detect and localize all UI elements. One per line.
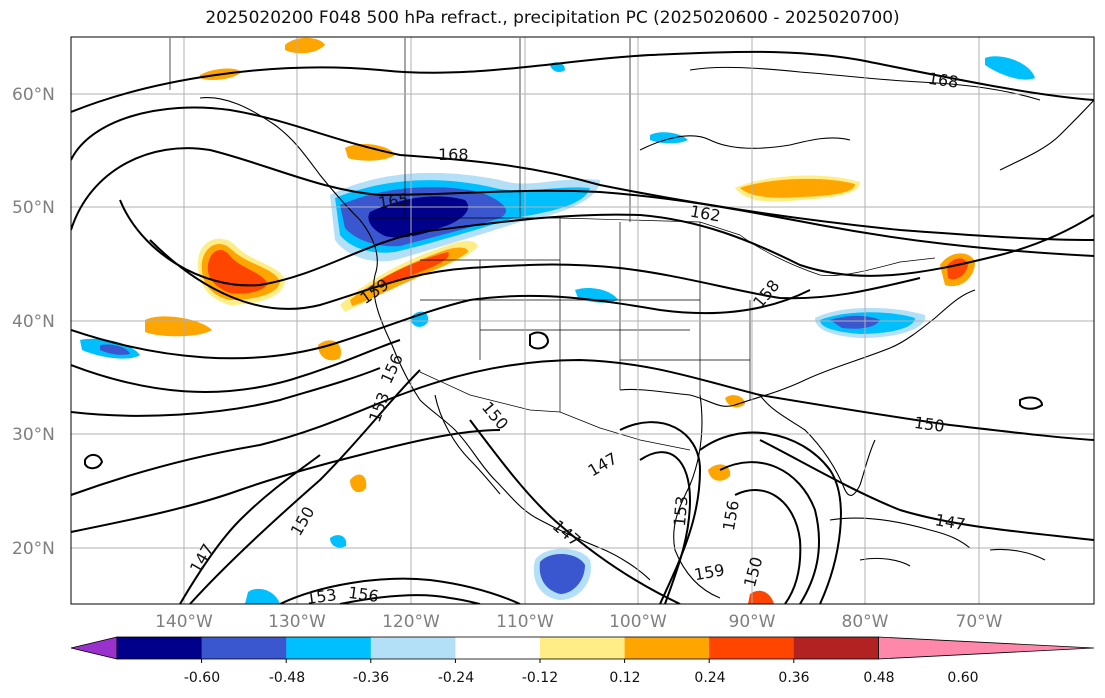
colorbar-segment bbox=[709, 637, 795, 659]
contour-label: 153 bbox=[670, 495, 692, 527]
contour-153 bbox=[71, 367, 381, 417]
colorbar-extend-min bbox=[70, 636, 118, 660]
contour-147-south bbox=[179, 454, 321, 604]
colorbar-segment bbox=[370, 637, 456, 659]
contour-153-bottom bbox=[279, 577, 521, 604]
shade-sm5 bbox=[985, 56, 1035, 80]
contour-147-gulf bbox=[469, 419, 681, 604]
shade-hudson-orange bbox=[740, 178, 855, 198]
shade-sm7 bbox=[650, 132, 688, 144]
lon-label: 110°W bbox=[496, 612, 554, 632]
longitude-labels: 140°W 130°W 120°W 110°W 100°W 90°W 80°W … bbox=[155, 612, 1003, 632]
shade-sm14 bbox=[330, 535, 347, 548]
contour-147-carib bbox=[759, 439, 1094, 541]
contour-156-mid bbox=[71, 339, 401, 393]
lat-label: 60°N bbox=[12, 85, 55, 105]
shade-sm13 bbox=[725, 395, 745, 408]
shade-sm11 bbox=[245, 588, 280, 604]
contour-156-north bbox=[71, 289, 811, 360]
colorbar-tick-label: -0.24 bbox=[438, 670, 474, 686]
lon-label: 90°W bbox=[729, 612, 776, 632]
contour-label: 168 bbox=[927, 69, 960, 92]
contour-low-3 bbox=[699, 431, 842, 604]
colorbar-frame bbox=[116, 636, 879, 660]
shade-sm10 bbox=[350, 474, 367, 493]
plot-frame bbox=[70, 36, 1095, 605]
borders bbox=[169, 38, 936, 451]
colorbar-segment bbox=[286, 637, 372, 659]
colorbar-tick-label: 0.48 bbox=[863, 670, 894, 686]
colorbar-ticks: -0.60 -0.48 -0.36 -0.24 -0.12 0.12 0.24 … bbox=[184, 670, 979, 686]
shade-sm3 bbox=[285, 37, 325, 54]
lat-label: 40°N bbox=[12, 312, 55, 332]
contour-ring bbox=[529, 331, 550, 350]
colorbar-tick-label: -0.12 bbox=[522, 670, 558, 686]
colorbar-segment bbox=[624, 637, 710, 659]
refractivity-contours bbox=[71, 50, 1094, 604]
contour-150 bbox=[71, 358, 1094, 496]
chart-title: 2025020200 F048 500 hPa refract., precip… bbox=[205, 8, 900, 28]
lon-label: 80°W bbox=[842, 612, 889, 632]
lon-label: 140°W bbox=[155, 612, 213, 632]
lon-label: 100°W bbox=[609, 612, 667, 632]
contour-147 bbox=[71, 429, 501, 533]
colorbar-extend-max bbox=[878, 636, 1095, 660]
colorbar-tick-label: -0.60 bbox=[184, 670, 220, 686]
contour-162 bbox=[119, 199, 1094, 287]
contour-165 bbox=[71, 147, 1094, 257]
contour-label: 150 bbox=[913, 413, 946, 436]
lat-label: 20°N bbox=[12, 539, 55, 559]
shade-sm2b bbox=[100, 344, 130, 355]
contour-168-north bbox=[71, 50, 1094, 113]
shade-ne-blue bbox=[830, 315, 880, 329]
contour-168-loop bbox=[71, 106, 1094, 241]
colorbar-tick-label: 0.36 bbox=[778, 670, 809, 686]
shade-sm12 bbox=[748, 590, 774, 604]
gridlines bbox=[71, 37, 1094, 604]
colorbar-segment bbox=[540, 637, 626, 659]
colorbar-tick-label: 0.60 bbox=[947, 670, 978, 686]
contour-156-bottom bbox=[339, 594, 481, 604]
colorbar-tick-label: 0.24 bbox=[694, 670, 725, 686]
lat-label: 30°N bbox=[12, 425, 55, 445]
contour-low-2 bbox=[639, 451, 692, 604]
contour-ring3 bbox=[1019, 396, 1044, 410]
lat-label: 50°N bbox=[12, 198, 55, 218]
colorbar-segment bbox=[793, 637, 879, 659]
colorbar-segment bbox=[117, 637, 203, 659]
colorbar-segment bbox=[455, 637, 541, 659]
colorbar-tick-label: 0.12 bbox=[609, 670, 640, 686]
contour-label: 168 bbox=[438, 145, 469, 164]
shade-mx-blue bbox=[539, 554, 585, 594]
shade-nw-red bbox=[380, 252, 449, 286]
colorbar-tick-label: -0.36 bbox=[353, 670, 389, 686]
colorbar bbox=[70, 636, 1095, 663]
shade-sm8 bbox=[318, 340, 341, 361]
contour-low-5 bbox=[734, 489, 802, 604]
contour-159 bbox=[149, 239, 921, 310]
latitude-labels: 60°N 50°N 40°N 30°N 20°N bbox=[12, 85, 55, 559]
shade-sm4 bbox=[345, 144, 395, 161]
contour-label: 153 bbox=[305, 585, 338, 608]
contour-label: 156 bbox=[347, 583, 380, 606]
contour-label: 165 bbox=[377, 189, 410, 212]
colorbar-segment bbox=[201, 637, 287, 659]
contour-150-south bbox=[189, 369, 421, 604]
lon-label: 70°W bbox=[956, 612, 1003, 632]
coastlines bbox=[199, 66, 1094, 599]
lon-label: 130°W bbox=[268, 612, 326, 632]
contour-low-4 bbox=[719, 461, 821, 604]
contour-ring2 bbox=[84, 454, 104, 470]
colorbar-tick-label: -0.48 bbox=[269, 670, 305, 686]
lon-label: 120°W bbox=[382, 612, 440, 632]
